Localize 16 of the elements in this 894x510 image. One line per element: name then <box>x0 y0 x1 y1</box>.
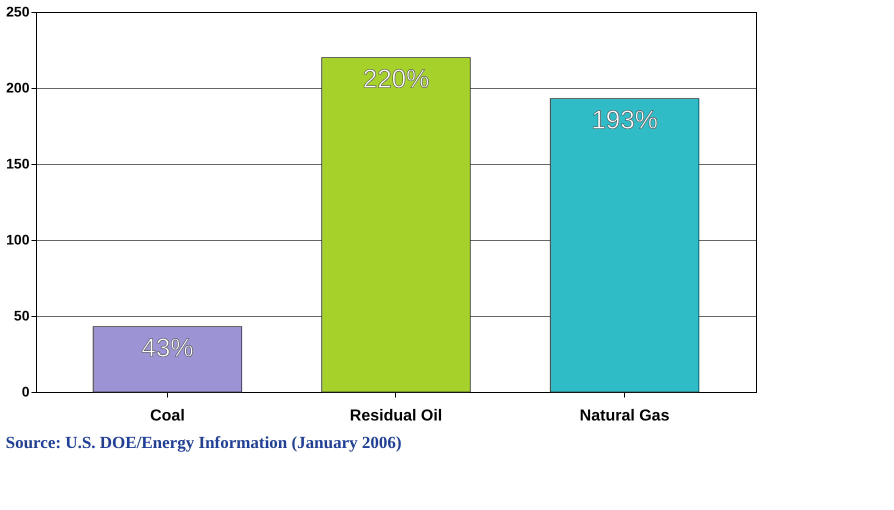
bar <box>321 57 471 392</box>
data-label: 220% <box>362 64 430 94</box>
y-tick-label: 0 <box>22 384 30 400</box>
x-tick-label: Natural Gas <box>580 408 670 424</box>
y-tick-label: 250 <box>6 4 30 20</box>
bar <box>92 326 242 392</box>
y-tick-label: 150 <box>6 156 30 172</box>
y-tick-label: 50 <box>14 308 30 324</box>
bar <box>550 98 700 392</box>
y-tick-label: 100 <box>6 232 30 248</box>
y-tick-label: 200 <box>6 80 30 96</box>
x-tick-label: Coal <box>150 408 185 424</box>
source-note: Source: U.S. DOE/Energy Information (January 2006) <box>6 433 402 452</box>
data-label: 43% <box>141 332 194 363</box>
data-label: 193% <box>591 104 658 135</box>
x-tick-label: Residual Oil <box>350 408 442 424</box>
